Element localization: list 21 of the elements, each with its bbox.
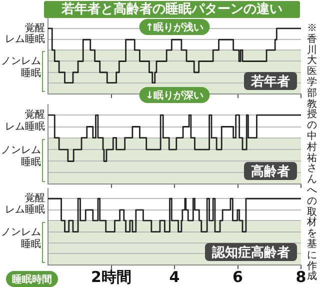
text: レム睡眠 [5,120,45,132]
text: 覚醒 [25,192,45,204]
text: レム睡眠 [5,204,45,216]
annotation: ↓眠りが深い [145,90,204,102]
annotation: ↑眠りが浅い [145,22,204,34]
text: ※香川大医学部教授の中村祐さんへの取材を基に作成 [307,23,317,282]
x-axis-title: 睡眠時間 [12,274,52,286]
x-tick-label: 4 [169,268,180,286]
text: 高齢者 [251,163,290,180]
text: 覚醒 [25,108,45,121]
y-axis-title: ノンレム睡眠 [0,56,41,80]
text: 認知症高齢者 [211,244,290,260]
chart-title: 若年者と高齢者の睡眠パターンの違い [44,1,300,18]
x-tick-label: 6 [232,268,243,286]
text: 若年者 [250,74,290,90]
y-axis-title: ノンレム睡眠 [0,226,41,251]
text: 覚醒 [25,22,45,34]
text: レム睡眠 [5,33,45,46]
x-tick-label: 2時間 [91,268,132,286]
x-tick-label: 8 [296,268,306,286]
y-axis-title: ノンレム睡眠 [0,144,41,169]
